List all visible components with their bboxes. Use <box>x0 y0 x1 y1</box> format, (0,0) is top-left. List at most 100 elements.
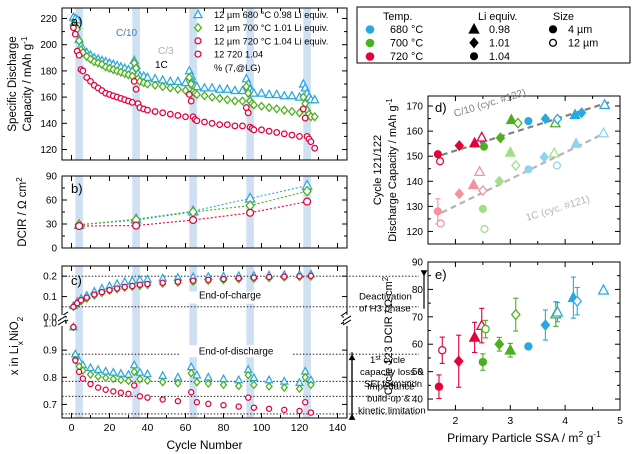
data-point <box>296 407 303 415</box>
panel-b-label: b) <box>71 181 83 196</box>
annotation-3-line1: 1st cycle <box>370 355 405 367</box>
data-point <box>539 151 550 163</box>
panel-c-xtick: 60 <box>180 422 192 434</box>
axis-break <box>340 311 348 317</box>
data-point <box>193 377 201 387</box>
panel-d-frame <box>427 95 621 245</box>
data-point <box>505 113 518 125</box>
data-point <box>208 119 216 127</box>
legend-text: 12 µm 680 °C 0.98 Li equiv. <box>214 10 328 20</box>
data-point <box>75 368 83 376</box>
data-point <box>117 389 125 396</box>
panel-c-xlabel: Cycle Number <box>166 438 242 452</box>
annotation-1-line1: Deactivation <box>359 292 412 303</box>
panel-d-ylabel-1: Cycle 121/122 <box>372 135 384 205</box>
panel-c-xtick: 100 <box>253 422 271 434</box>
legend-header-size: Size <box>553 11 574 23</box>
panel-e: 40 50 60 70 80 90 2 3 4 5 e) Cycle 123 DCIR / Ω cm2… <box>381 258 624 446</box>
data-point <box>597 126 610 138</box>
highlight-band-2 <box>189 266 197 418</box>
data-point <box>279 90 290 100</box>
annotation-3-line2: capacity loss & <box>360 367 425 378</box>
data-point <box>223 121 231 129</box>
annotation-2-line1: Impedance <box>367 381 414 392</box>
legend-marker <box>194 50 202 58</box>
data-point <box>158 81 167 92</box>
annotation-1-line2: of H3 phase <box>359 304 411 315</box>
legend-shape-circle <box>469 52 479 61</box>
data-point <box>307 138 315 146</box>
panel-a-legend: 12 µm 680 °C 0.98 Li equiv. 12 µm 700 °C … <box>192 8 328 73</box>
data-point <box>214 83 225 93</box>
data-point <box>129 282 136 290</box>
data-point <box>234 381 243 391</box>
legend-text: 12 µm 700 °C 1.01 Li equiv. <box>214 23 328 33</box>
data-point <box>481 324 490 334</box>
data-point <box>192 81 202 91</box>
data-point <box>101 373 110 383</box>
data-point <box>158 377 167 387</box>
data-point <box>296 272 303 280</box>
data-point <box>250 380 258 390</box>
data-point <box>570 137 582 148</box>
data-point <box>244 109 252 117</box>
data-point <box>249 87 259 97</box>
data-point <box>433 207 442 216</box>
data-point <box>436 219 445 228</box>
legend-marker <box>194 37 202 45</box>
data-point <box>468 136 481 148</box>
legend-temp-dot <box>365 52 375 61</box>
data-point <box>309 94 320 104</box>
legend-size-label: 4 µm <box>568 24 592 36</box>
data-point <box>166 83 175 93</box>
panel-b-ylabel: DCIR / Ω cm2 <box>15 177 30 247</box>
panel-c-ytick: 1.0 <box>43 318 57 329</box>
highlight-band-4 <box>303 266 311 418</box>
highlight-band-4 <box>303 8 311 160</box>
data-point <box>222 83 233 93</box>
data-point <box>434 382 444 391</box>
data-point <box>72 357 79 364</box>
data-point <box>256 87 267 97</box>
data-point <box>189 277 197 284</box>
data-point <box>288 131 296 139</box>
panel-c-xtick: 120 <box>291 422 309 434</box>
data-point <box>130 77 138 85</box>
legend-temp-label: 680 °C <box>390 24 423 36</box>
rate-label-c10: C/10 <box>116 28 138 39</box>
data-point <box>230 96 239 106</box>
data-point <box>208 92 217 102</box>
panel-c-ytick: 0.7 <box>43 400 57 411</box>
panel-e-xlabel: Primary Particle SSA / m2 g-1 <box>447 429 601 445</box>
data-point <box>108 367 118 376</box>
legend-temp-label: 720 °C <box>390 51 423 63</box>
data-point <box>494 175 505 187</box>
data-point <box>94 384 102 391</box>
data-point <box>223 94 232 105</box>
data-point <box>174 278 182 285</box>
legend-text: 12 720 1.04 <box>214 50 263 60</box>
data-point <box>265 382 273 391</box>
data-point <box>132 63 141 74</box>
data-point <box>117 375 125 385</box>
panel-c-label: c) <box>71 273 82 288</box>
data-point <box>495 132 506 144</box>
data-point <box>215 93 224 104</box>
trend-label-1c: 1C (cyc. #121) <box>525 194 592 224</box>
panel-a-label: a) <box>71 14 83 29</box>
data-point <box>173 84 182 94</box>
panel-c-xtick: 140 <box>329 422 347 434</box>
data-point <box>128 98 136 106</box>
data-point <box>302 185 312 197</box>
data-point <box>82 51 91 62</box>
data-point <box>433 150 442 159</box>
data-point <box>144 106 151 114</box>
break-mask <box>344 314 350 326</box>
data-point <box>280 383 289 393</box>
data-point <box>478 357 488 367</box>
data-point <box>174 112 182 119</box>
data-point <box>479 142 489 151</box>
data-point <box>83 294 90 301</box>
